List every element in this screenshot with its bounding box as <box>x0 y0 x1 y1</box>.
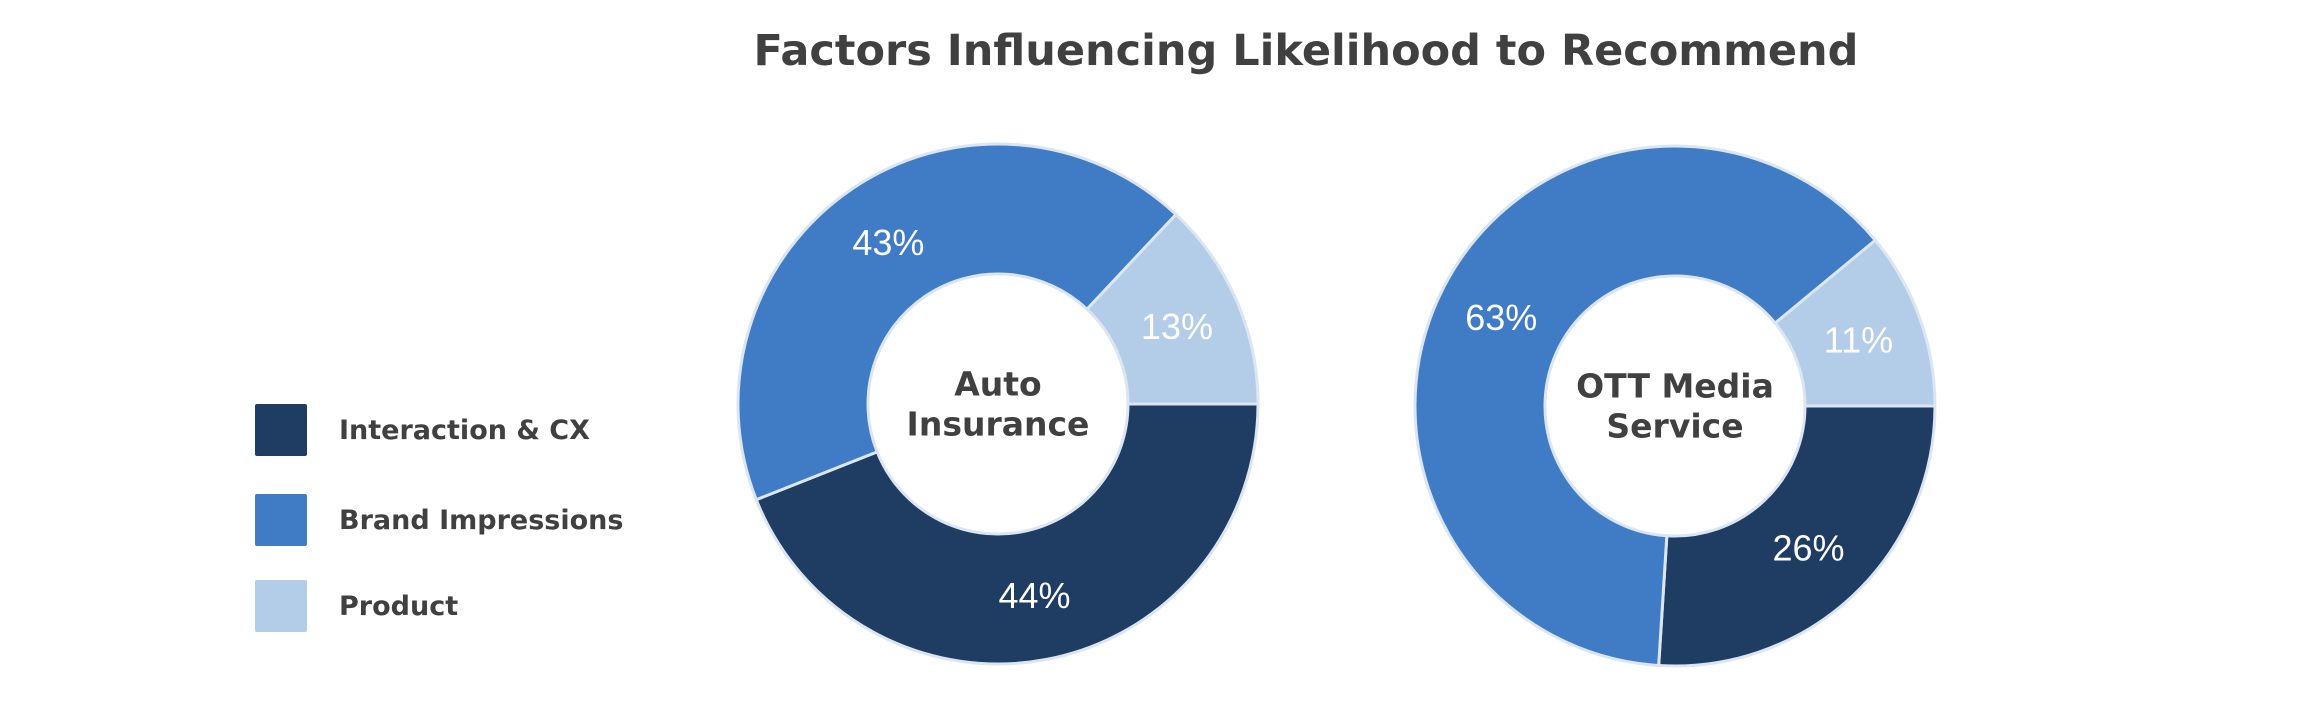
slice-label-auto-insurance-interaction-cx: 44% <box>999 575 1071 616</box>
center-label-auto-insurance-line-0: Auto <box>954 365 1041 404</box>
slice-auto-insurance-product <box>1085 212 1260 406</box>
slice-label-ott-media-service-product: 11% <box>1824 319 1893 360</box>
legend-swatch-product <box>255 580 307 632</box>
legend-label-product: Product <box>339 591 459 622</box>
center-label-ott-media-service-line-0: OTT Media <box>1576 367 1774 406</box>
legend-label-brand-impressions: Brand Impressions <box>339 505 624 536</box>
slice-label-auto-insurance-brand-impressions: 43% <box>852 222 924 263</box>
legend-swatch-brand-impressions <box>255 494 307 546</box>
slice-auto-insurance-brand-impressions <box>736 142 1178 502</box>
slice-auto-insurance-interaction-cx <box>754 402 1260 666</box>
legend-swatch-interaction-cx <box>255 404 307 456</box>
center-label-ott-media-service-line-1: Service <box>1606 407 1743 446</box>
center-label-auto-insurance-line-1: Insurance <box>907 405 1090 444</box>
legend-item-brand-impressions: Brand Impressions <box>255 494 675 546</box>
legend-item-interaction-cx: Interaction & CX <box>255 404 675 456</box>
legend-item-product: Product <box>255 580 675 632</box>
slice-ott-media-service-interaction-cx <box>1657 404 1937 668</box>
legend-label-interaction-cx: Interaction & CX <box>339 415 590 446</box>
slice-label-ott-media-service-brand-impressions: 63% <box>1465 297 1537 338</box>
slice-ott-media-service-brand-impressions <box>1413 144 1877 667</box>
slice-ott-media-service-product <box>1773 238 1937 408</box>
chart-title: Factors Influencing Likelihood to Recomm… <box>753 26 1859 76</box>
slice-label-auto-insurance-product: 13% <box>1141 306 1213 347</box>
slice-label-ott-media-service-interaction-cx: 26% <box>1772 528 1844 569</box>
